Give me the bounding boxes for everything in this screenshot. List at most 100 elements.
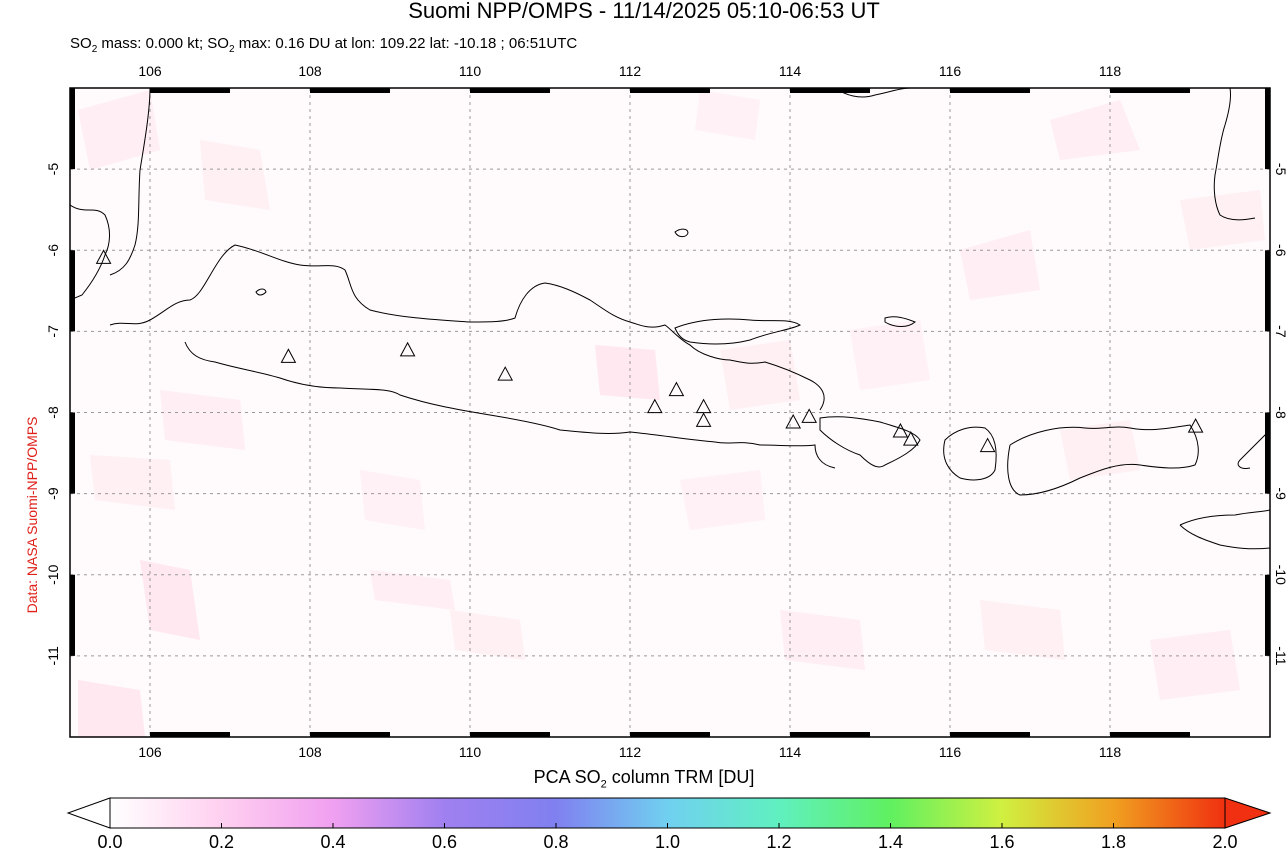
volcano-icon: [668, 381, 685, 397]
so2-mass-sub: 2: [91, 44, 98, 55]
frame-bar-bottom: [150, 732, 230, 737]
frame-bar-bottom: [790, 732, 870, 737]
frame-bar-right: [1265, 88, 1270, 170]
so2-pixels: [78, 90, 1265, 737]
lon-tick-label-bottom: 106: [138, 744, 162, 760]
lat-tick-label-right: -9: [1273, 487, 1288, 500]
lat-tick-label-left: -6: [45, 244, 61, 257]
lombok-island: [943, 426, 997, 481]
colorbar-tick-label: 1.0: [654, 832, 681, 852]
so2-pixel: [1050, 100, 1140, 160]
madura-island: [674, 318, 801, 345]
volcano-icon: [280, 348, 297, 363]
frame-bar-bottom: [950, 732, 1030, 737]
lon-tick-label-top: 112: [619, 63, 642, 79]
colorbar-tick-label: 2.0: [1212, 832, 1238, 852]
frame-bar-left: [70, 88, 75, 170]
so2-pixel: [850, 320, 930, 390]
bawean-island: [255, 288, 267, 296]
frame-bar-right: [1265, 250, 1270, 332]
sumatra-coast: [70, 204, 110, 301]
sulawesi-coast: [1213, 88, 1256, 221]
volcano-icon: [902, 431, 919, 446]
lat-tick-label-right: -10: [1273, 565, 1288, 585]
colorbar-tick-label: 0.2: [208, 832, 235, 852]
so2-pixel: [370, 570, 455, 610]
frame-bar-top: [630, 88, 710, 93]
frame-bar-bottom: [1110, 732, 1190, 737]
frame-bar-left: [70, 412, 75, 494]
so2-mass-label: SO: [70, 35, 92, 52]
lat-tick-label-right: -8: [1273, 406, 1288, 419]
lat-tick-label-right: -7: [1273, 325, 1288, 338]
lat-tick-label-left: -11: [45, 646, 61, 665]
map-title: Suomi NPP/OMPS - 11/14/2025 05:10-06:53 …: [408, 0, 880, 23]
sumbawa-island: [1007, 424, 1199, 496]
so2-pixel: [1180, 190, 1265, 250]
frame-bar-top: [950, 88, 1030, 93]
so2-summary: SO2 mass: 0.000 kt; SO2 max: 0.16 DU at …: [70, 35, 577, 55]
frame-bar-bottom: [310, 732, 390, 737]
frame-bar-bottom: [630, 732, 710, 737]
lon-tick-label-top: 110: [459, 63, 482, 79]
colorbar-tick-label: 0.6: [431, 832, 458, 852]
volcano-icon: [399, 341, 416, 357]
so2-pixel: [78, 680, 145, 737]
colorbar-tick-label: 0.8: [543, 832, 569, 852]
karimunjawa-island: [674, 228, 689, 238]
colorbar-max-arrow: [1224, 797, 1272, 829]
colorbar-title-rest: column TRM [DU]: [606, 767, 755, 787]
frame-bar-right: [1265, 412, 1270, 494]
volcano-icon: [1187, 418, 1204, 433]
lon-tick-label-top: 108: [298, 63, 322, 79]
volcano-icon: [497, 366, 514, 381]
volcano-icon: [785, 413, 802, 429]
lon-tick-label-bottom: 112: [619, 744, 642, 760]
colorbar-tick-label: 0.4: [320, 832, 346, 852]
colorbar-tick-label: 1.2: [766, 832, 792, 852]
frame-bar-left: [70, 250, 75, 332]
so2-max-value: max: 0.16 DU at lon: 109.22 lat: -10.18 …: [234, 35, 578, 52]
so2-pixel: [90, 455, 175, 510]
frame-bars: [70, 88, 1270, 737]
lat-tick-label-right: -6: [1273, 244, 1288, 257]
frame-bar-top: [790, 88, 870, 93]
flores-coast: [1237, 429, 1270, 469]
colorbar-tick-label: 1.4: [877, 832, 904, 852]
lon-tick-label-bottom: 110: [459, 744, 482, 760]
so2-pixel: [695, 90, 760, 140]
so2-pixel: [680, 470, 765, 530]
so2-pixel: [720, 340, 800, 410]
so2-pixel: [1150, 630, 1240, 700]
lat-tick-label-left: -9: [45, 487, 61, 500]
sumatra-west-coast: [109, 88, 151, 276]
lat-tick-label-right: -11: [1273, 646, 1288, 665]
bali-island: [819, 416, 921, 468]
so2-mass-value: mass: 0.000 kt; SO: [97, 35, 229, 52]
so2-pixel: [160, 390, 245, 450]
lon-tick-label-top: 118: [1099, 63, 1122, 79]
kangean-island: [884, 316, 916, 327]
lat-tick-label-right: -5: [1273, 163, 1288, 176]
lat-tick-label-left: -7: [45, 325, 61, 338]
volcano-markers: [95, 249, 1204, 453]
colorbar-title-main: PCA SO: [533, 767, 601, 787]
so2-pixel: [360, 470, 425, 530]
colorbar-ticks: [109, 823, 1226, 828]
volcano-icon: [801, 408, 818, 423]
lon-tick-label-bottom: 116: [939, 744, 962, 760]
java-south-coast: [184, 341, 836, 469]
colorbar-min-arrow: [66, 797, 111, 829]
frame-bar-top: [1110, 88, 1190, 93]
lon-tick-label-bottom: 108: [298, 744, 322, 760]
so2-pixel: [450, 610, 525, 660]
so2-pixel: [960, 230, 1040, 300]
map-background: [70, 88, 1270, 737]
colorbar-tick-label: 0.0: [97, 832, 123, 852]
frame-bar-left: [70, 574, 75, 656]
volcano-icon: [979, 437, 996, 453]
java-north-coast: [109, 244, 825, 411]
so2-max-sub: 2: [228, 44, 235, 55]
volcano-icon: [646, 398, 663, 414]
